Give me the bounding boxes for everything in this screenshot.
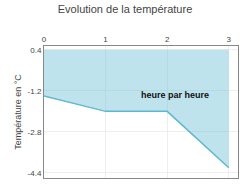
svg-text:-1.2: -1.2 <box>28 87 42 96</box>
svg-text:0: 0 <box>42 35 47 44</box>
svg-text:-2.8: -2.8 <box>28 128 42 137</box>
svg-text:0.4: 0.4 <box>30 46 42 55</box>
svg-text:2: 2 <box>165 35 170 44</box>
svg-text:Température en °C: Température en °C <box>13 74 23 150</box>
svg-text:-4.4: -4.4 <box>28 169 42 178</box>
svg-text:1: 1 <box>103 35 108 44</box>
svg-text:Evolution de la température: Evolution de la température <box>58 3 193 15</box>
svg-text:heure par heure: heure par heure <box>141 90 209 100</box>
svg-text:3: 3 <box>227 35 232 44</box>
